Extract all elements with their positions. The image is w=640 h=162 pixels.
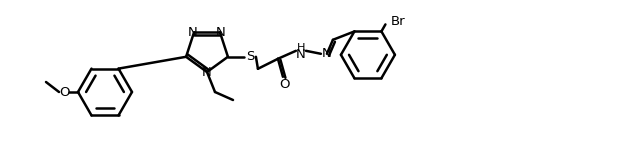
Text: O: O [280, 78, 290, 91]
Text: Br: Br [391, 15, 406, 28]
Text: S: S [246, 50, 254, 63]
Text: H: H [297, 43, 305, 53]
Text: N: N [202, 66, 212, 80]
Text: N: N [322, 47, 332, 60]
Text: N: N [296, 48, 306, 61]
Text: N: N [216, 26, 226, 39]
Text: O: O [59, 86, 69, 98]
Text: N: N [188, 26, 198, 39]
